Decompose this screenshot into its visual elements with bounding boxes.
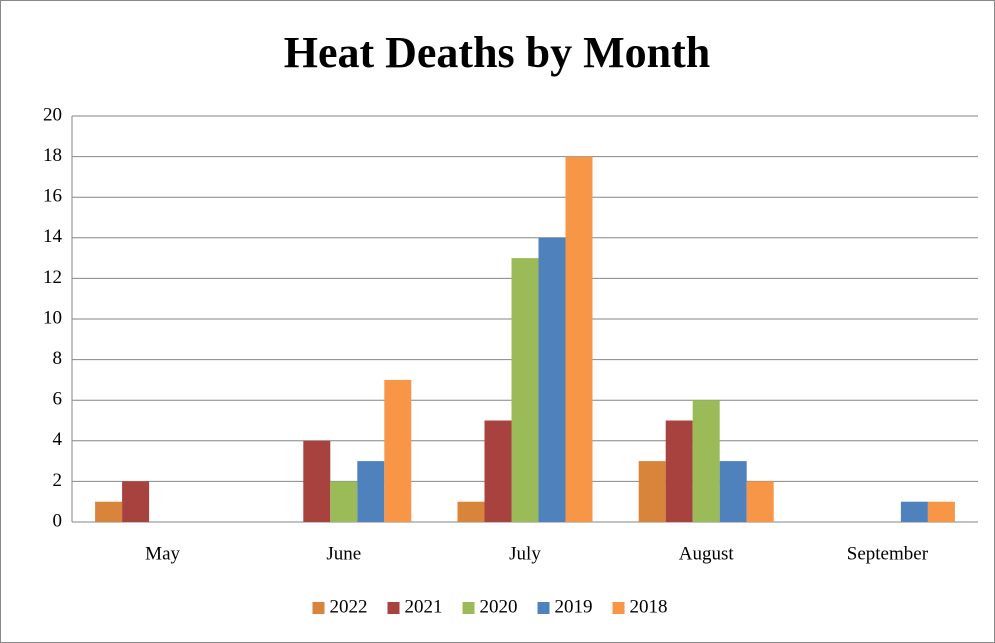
y-tick-label: 2 <box>53 470 63 491</box>
bar <box>719 461 747 522</box>
y-tick-label: 8 <box>53 348 63 369</box>
bar <box>565 156 593 522</box>
legend-swatch <box>387 602 400 614</box>
bar <box>457 501 485 522</box>
y-tick-label: 16 <box>43 186 62 207</box>
legend-label: 2020 <box>480 596 518 617</box>
legend-swatch <box>612 602 625 614</box>
y-tick-label: 4 <box>53 429 63 450</box>
x-tick-label: June <box>326 543 361 564</box>
y-tick-label: 20 <box>43 104 62 125</box>
y-tick-label: 14 <box>43 226 63 247</box>
bar <box>122 481 150 522</box>
legend-label: 2021 <box>405 596 443 617</box>
x-tick-label: July <box>509 543 541 564</box>
legend-swatch <box>537 602 550 614</box>
x-tick-label: May <box>145 543 180 564</box>
bar <box>95 501 123 522</box>
bar <box>538 237 566 523</box>
x-tick-label: August <box>679 543 735 564</box>
legend-label: 2018 <box>630 596 668 617</box>
legend-label: 2019 <box>555 596 593 617</box>
bar <box>900 501 928 522</box>
y-tick-label: 6 <box>53 389 63 410</box>
chart-title: Heat Deaths by Month <box>284 28 711 77</box>
bar <box>665 420 693 522</box>
bar <box>484 420 512 522</box>
bar <box>384 379 412 522</box>
bar <box>927 501 955 522</box>
y-tick-label: 0 <box>53 510 63 531</box>
x-tick-label: September <box>847 543 929 564</box>
bar <box>511 258 539 522</box>
bar <box>746 481 774 522</box>
legend-swatch <box>462 602 475 614</box>
y-tick-label: 18 <box>43 145 62 166</box>
y-tick-label: 12 <box>43 267 62 288</box>
legend-swatch <box>312 602 325 614</box>
legend-label: 2022 <box>330 596 368 617</box>
bar <box>357 461 385 522</box>
bar <box>638 461 666 522</box>
y-tick-label: 10 <box>43 307 62 328</box>
bar <box>692 400 720 522</box>
bar <box>330 481 358 522</box>
bar <box>303 440 331 522</box>
